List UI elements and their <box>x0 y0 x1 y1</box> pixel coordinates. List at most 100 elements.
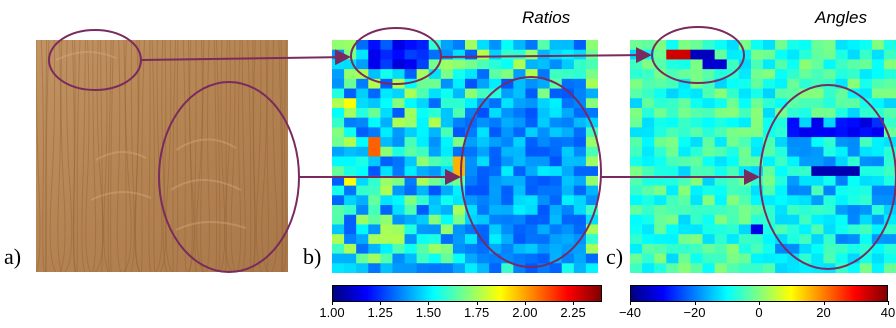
ratios-cell <box>344 214 357 225</box>
angles-cell <box>823 156 837 167</box>
ratios-heatmap <box>332 40 598 273</box>
ratios-cell <box>501 49 514 60</box>
angles-cell <box>823 243 837 255</box>
ratios-cell <box>404 214 418 225</box>
ratios-cell <box>525 137 539 148</box>
ratios-cell <box>368 253 381 264</box>
angles-cell <box>799 185 812 196</box>
angles-cell <box>702 88 716 99</box>
ratios-tick-mark-2 <box>428 301 430 305</box>
angles-cell <box>847 98 861 109</box>
ratios-cell <box>585 195 598 206</box>
ratios-cell <box>477 40 490 51</box>
ratios-tick-mark-4 <box>524 301 526 305</box>
ratios-cell <box>392 137 406 148</box>
ratios-cell <box>477 234 490 245</box>
ratios-cell <box>380 205 393 216</box>
angles-cell <box>654 40 667 51</box>
angles-cell <box>763 49 776 60</box>
angles-cell <box>787 253 800 264</box>
ratios-cell <box>573 146 587 157</box>
angles-cell <box>835 234 849 245</box>
ratios-cell <box>452 195 466 206</box>
angles-cell <box>714 78 728 90</box>
angles-cell <box>690 49 704 60</box>
ratios-cell <box>573 156 587 167</box>
ratios-cell <box>573 49 587 60</box>
ratios-tick-mark-0 <box>332 301 333 305</box>
angles-cell <box>787 49 800 60</box>
angles-cell <box>654 78 667 90</box>
ratios-cell <box>585 117 598 128</box>
angles-cell <box>859 175 873 187</box>
angles-cell <box>823 253 837 264</box>
angles-cell <box>642 195 655 206</box>
angles-cell <box>859 69 873 80</box>
angles-cell <box>823 175 837 187</box>
ratios-heatmap-cells <box>332 40 598 273</box>
ratios-cell <box>513 234 526 245</box>
ratios-cell <box>344 146 357 157</box>
angles-cell <box>871 78 885 90</box>
ratios-cell <box>356 49 369 60</box>
ratios-cell <box>344 234 357 245</box>
ratios-cell <box>428 59 442 70</box>
ratios-cell <box>513 69 526 80</box>
ratios-cell <box>561 107 575 119</box>
angles-cell <box>883 49 896 60</box>
ratios-colorbar <box>332 285 602 302</box>
ratios-cell <box>489 205 502 216</box>
ratios-cell <box>477 156 490 167</box>
ratios-cell <box>501 88 514 99</box>
angles-cell <box>642 40 655 51</box>
ratios-cell <box>380 137 393 148</box>
angles-cell <box>859 234 873 245</box>
angles-cell <box>726 185 740 196</box>
ratios-cell <box>465 137 478 148</box>
ratios-cell <box>549 234 563 245</box>
angles-cell <box>859 117 873 128</box>
angles-tick-2: 0 <box>755 305 763 320</box>
angles-cell <box>714 175 728 187</box>
angles-cell <box>871 137 885 148</box>
angles-cell <box>702 205 716 216</box>
ratios-cell <box>525 205 539 216</box>
angles-cell <box>630 117 643 128</box>
ratios-cell <box>501 69 514 80</box>
angles-cell <box>642 137 655 148</box>
ratios-cell <box>416 214 430 225</box>
ratios-cell <box>561 59 575 70</box>
ratios-cell <box>537 117 551 128</box>
ratios-cell <box>477 78 490 90</box>
angles-cell <box>726 214 740 225</box>
panel-label-c: c) <box>606 244 624 269</box>
ratios-cell <box>525 263 539 273</box>
angles-cell <box>714 88 728 99</box>
ratios-cell <box>440 98 454 109</box>
angles-cell <box>835 205 849 216</box>
ratios-cell <box>537 137 551 148</box>
angles-cell <box>823 40 837 51</box>
angles-cell <box>871 107 885 119</box>
angles-heatmap-cells <box>630 40 896 273</box>
angles-cell <box>738 40 752 51</box>
ratios-cell <box>380 195 393 206</box>
ratios-cell <box>585 78 598 90</box>
ratios-cell <box>368 78 381 90</box>
ratios-cell <box>585 214 598 225</box>
ratios-cell <box>428 175 442 187</box>
ratios-cell <box>549 175 563 187</box>
angles-cell <box>787 98 800 109</box>
ratios-cell <box>477 98 490 109</box>
angles-cell <box>823 234 837 245</box>
angles-cell <box>678 224 691 235</box>
ratios-cell <box>368 195 381 206</box>
ratios-cell <box>368 117 381 128</box>
angles-cell <box>811 69 824 80</box>
angles-cell <box>763 166 776 177</box>
angles-cell <box>763 88 776 99</box>
angles-cell <box>847 127 861 138</box>
angles-cell <box>750 175 764 187</box>
angles-cell <box>726 78 740 90</box>
angles-cell <box>642 224 655 235</box>
